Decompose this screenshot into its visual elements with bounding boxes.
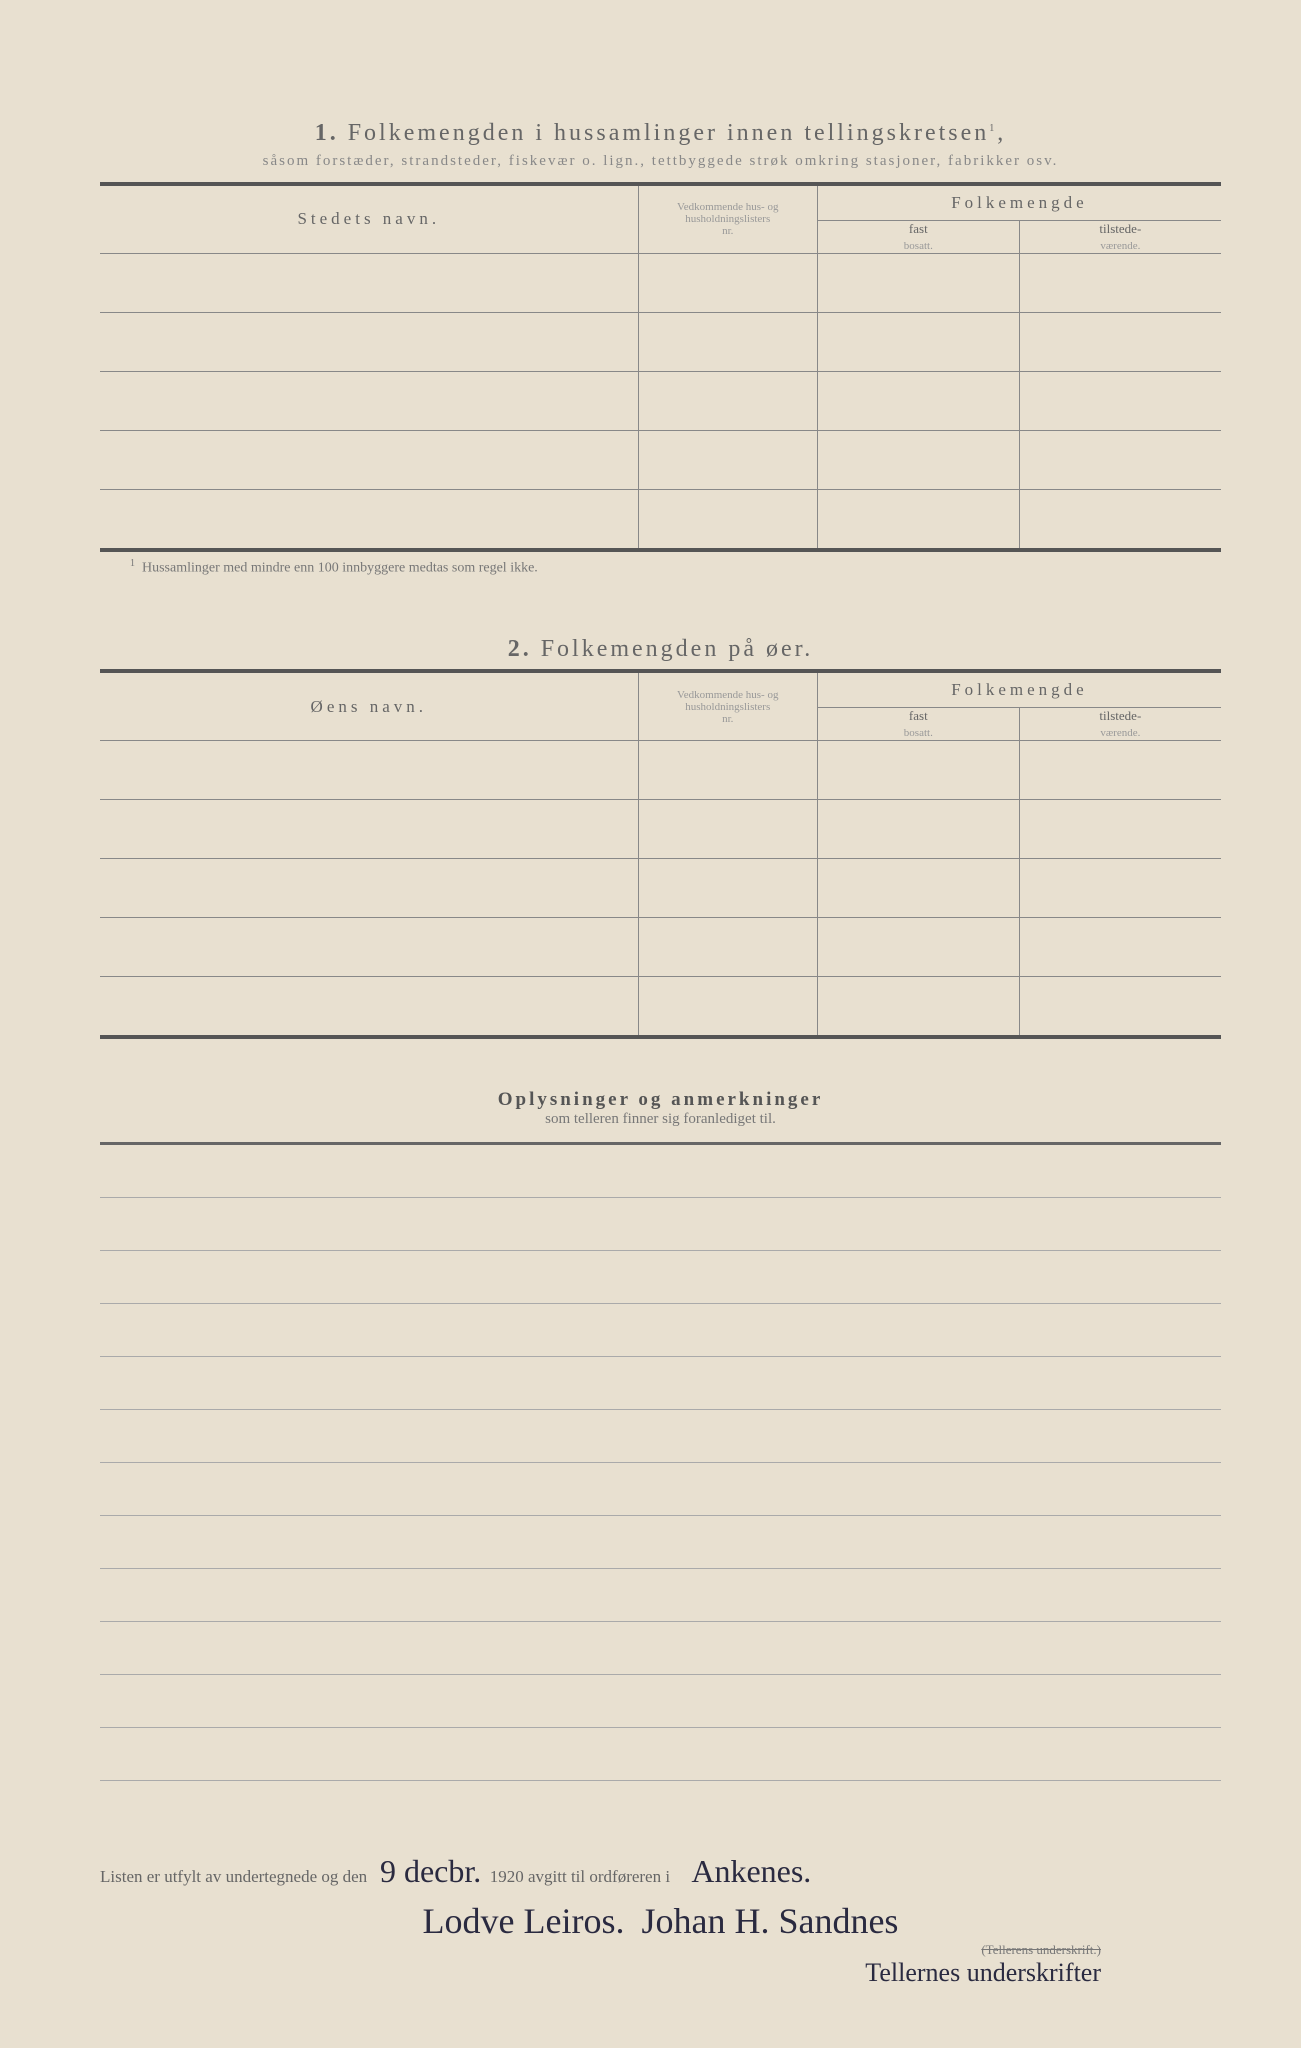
table-row: [100, 430, 1221, 489]
ruled-line: [100, 1357, 1221, 1410]
ruled-line: [100, 1410, 1221, 1463]
signature-block: Listen er utfylt av undertegnede og den …: [100, 1853, 1221, 1988]
ruled-line: [100, 1622, 1221, 1675]
ruled-line: [100, 1516, 1221, 1569]
table-row: [100, 371, 1221, 430]
ruled-line: [100, 1145, 1221, 1198]
section1-table: Stedets navn. Vedkommende hus- og hushol…: [100, 182, 1221, 552]
document-page: 1. Folkemengden i hussamlinger innen tel…: [0, 0, 1301, 2048]
section1-sup: 1: [989, 123, 997, 134]
ruled-line: [100, 1198, 1221, 1251]
col-oens-navn: Øens navn.: [100, 671, 638, 740]
sig-mid: avgitt til ordføreren i: [528, 1867, 670, 1886]
remarks-title: Oplysninger og anmerkninger: [100, 1089, 1221, 1111]
table-row: [100, 918, 1221, 977]
section2-number: 2.: [508, 636, 532, 662]
ruled-line: [100, 1728, 1221, 1781]
section2-table: Øens navn. Vedkommende hus- og husholdni…: [100, 669, 1221, 1039]
sig-date: 9 decbr.: [380, 1853, 481, 1890]
ruled-line: [100, 1675, 1221, 1728]
col-husholdning-2: Vedkommende hus- og husholdningslisters …: [638, 671, 817, 740]
col-tilstede-2: tilstede-værende.: [1019, 708, 1221, 741]
section2-heading: 2. Folkemengden på øer.: [100, 636, 1221, 663]
table-row: [100, 977, 1221, 1038]
remarks-subtitle: som telleren finner sig foranlediget til…: [100, 1111, 1221, 1128]
ruled-line: [100, 1251, 1221, 1304]
remarks-lines: [100, 1142, 1221, 1781]
col-folkemengde-2: Folkemengde: [817, 671, 1221, 708]
col-husholdning: Vedkommende hus- og husholdningslisters …: [638, 184, 817, 253]
table-row: [100, 800, 1221, 859]
section1-footnote: 1 Hussamlinger med mindre enn 100 innbyg…: [130, 558, 1221, 577]
table-row: [100, 741, 1221, 800]
section1-subtitle: såsom forstæder, strandsteder, fiskevær …: [100, 153, 1221, 170]
col-stedets-navn: Stedets navn.: [100, 184, 638, 253]
col-fast-2: fastbosatt.: [817, 708, 1019, 741]
col-folkemengde: Folkemengde: [817, 184, 1221, 221]
sig-caption: (Tellerens underskrift.) Tellernes under…: [100, 1942, 1101, 1988]
table-row: [100, 312, 1221, 371]
col-fast: fastbosatt.: [817, 221, 1019, 254]
table-row: [100, 489, 1221, 550]
sig-name-right: Johan H. Sandnes: [641, 1900, 898, 1942]
section2-title: Folkemengden på øer.: [541, 636, 814, 662]
section1-number: 1.: [315, 120, 339, 146]
section1-heading: 1. Folkemengden i hussamlinger innen tel…: [100, 120, 1221, 147]
sig-prefix: Listen er utfylt av undertegnede og den: [100, 1867, 367, 1886]
ruled-line: [100, 1304, 1221, 1357]
section1-title: Folkemengden i hussamlinger innen tellin…: [348, 120, 990, 146]
table-row: [100, 859, 1221, 918]
ruled-line: [100, 1463, 1221, 1516]
sig-name-left: Lodve Leiros.: [423, 1900, 625, 1942]
col-tilstede: tilstede-værende.: [1019, 221, 1221, 254]
table-row: [100, 253, 1221, 312]
ruled-line: [100, 1569, 1221, 1622]
sig-place: Ankenes.: [691, 1853, 811, 1890]
sig-year: 1920: [490, 1867, 524, 1886]
